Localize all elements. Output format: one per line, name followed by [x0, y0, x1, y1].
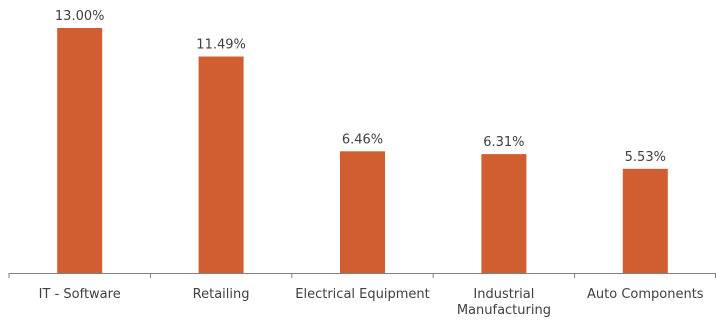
category-label-4: Auto Components — [587, 287, 704, 302]
category-label-line: Electrical Equipment — [295, 287, 429, 302]
data-label-0: 13.00% — [55, 9, 105, 24]
category-label-line: IT - Software — [39, 287, 121, 302]
bar-1 — [198, 56, 244, 273]
data-label-4: 5.53% — [625, 150, 666, 165]
category-label-3: Industrial Manufacturing — [457, 287, 551, 318]
category-label-0: IT - Software — [39, 287, 121, 302]
category-label-line: Retailing — [193, 287, 250, 302]
data-label-2: 6.46% — [342, 132, 383, 147]
bar-0 — [57, 28, 103, 273]
bar-4 — [622, 168, 668, 273]
category-label-1: Retailing — [193, 287, 250, 302]
bar-3 — [481, 154, 527, 273]
category-label-2: Electrical Equipment — [295, 287, 429, 302]
category-label-line: Industrial — [473, 287, 534, 302]
bar-2 — [340, 151, 385, 273]
category-label-line: Auto Components — [587, 287, 704, 302]
data-label-3: 6.31% — [483, 135, 524, 150]
data-label-1: 11.49% — [196, 38, 246, 53]
category-label-line: Manufacturing — [457, 303, 551, 318]
